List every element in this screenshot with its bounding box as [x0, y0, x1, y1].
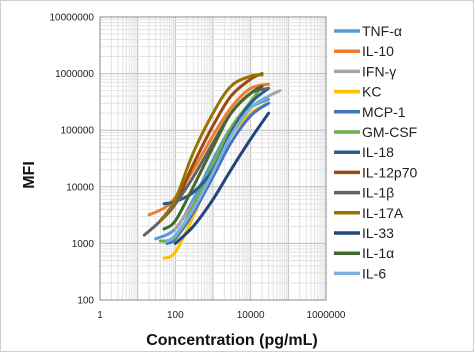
legend: TNF-α IL-10 IFN-γ KC MCP-1 GM-CSF IL-18 IL-12p7… — [334, 23, 417, 281]
legend-label: IL-12p70 — [362, 164, 417, 180]
series-line-2 — [147, 82, 271, 217]
series-line-5 — [165, 101, 271, 245]
y-axis-title: MFI — [21, 161, 38, 189]
x-axis-title: Concentration (pg/mL) — [146, 332, 318, 349]
legend-label: IFN-γ — [362, 63, 396, 79]
series-line-11 — [173, 111, 271, 245]
series-line-12 — [162, 84, 264, 231]
legend-label: TNF-α — [362, 23, 402, 39]
legend-label: KC — [362, 84, 381, 100]
legend-label: IL-17A — [362, 205, 404, 221]
legend-label: IL-6 — [362, 265, 386, 281]
y-tick-label: 10000000 — [50, 13, 95, 24]
legend-label: IL-10 — [362, 43, 394, 59]
y-tick-label: 10000 — [66, 182, 94, 193]
legend-label: IL-1α — [362, 245, 394, 261]
y-tick-label: 1000 — [72, 239, 95, 250]
series-line-10 — [158, 73, 264, 223]
x-tick-label: 1000000 — [307, 310, 346, 321]
series-lines — [142, 72, 282, 260]
series-line-13 — [165, 94, 271, 243]
legend-label: GM-CSF — [362, 124, 417, 140]
legend-label: IL-18 — [362, 144, 394, 160]
x-tick-label: 10000 — [237, 310, 265, 321]
y-tick-label: 100000 — [61, 126, 95, 137]
y-tick-label: 100 — [77, 296, 94, 307]
x-tick-label: 1 — [97, 310, 103, 321]
legend-label: IL-33 — [362, 225, 394, 241]
x-tick-label: 100 — [167, 310, 184, 321]
y-tick-label: 1000000 — [55, 69, 94, 80]
legend-label: IL-1β — [362, 185, 394, 201]
legend-label: MCP-1 — [362, 104, 406, 120]
plot-area-border — [99, 16, 327, 301]
